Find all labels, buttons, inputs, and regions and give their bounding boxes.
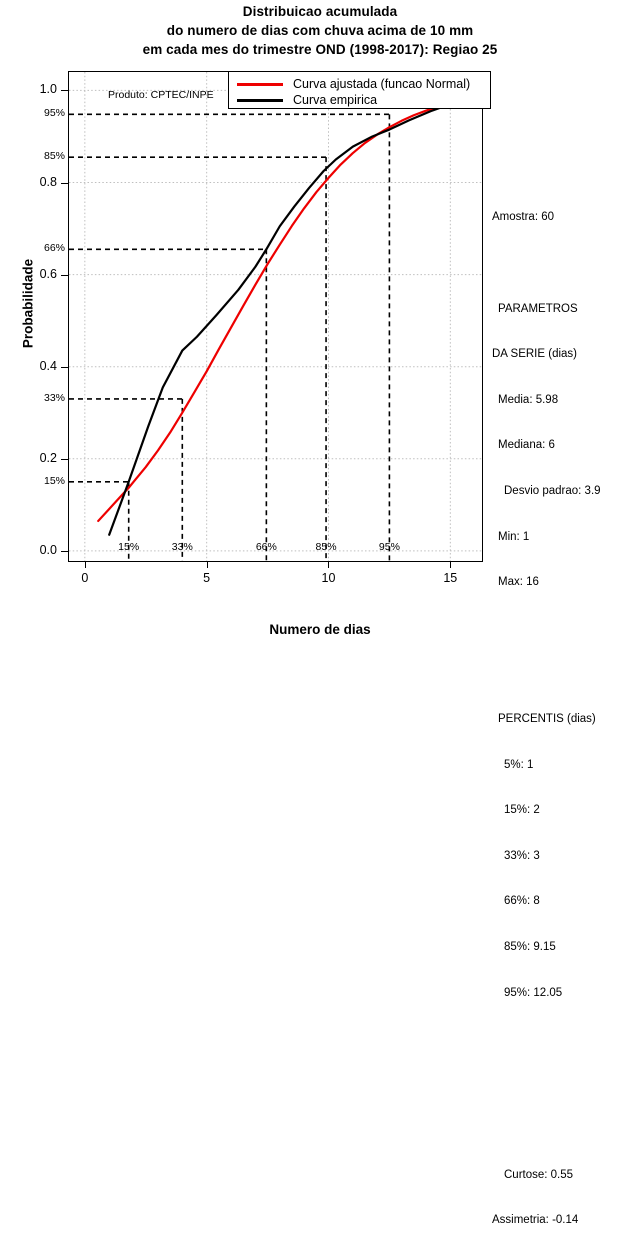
x-tick-mark [450,561,451,568]
stat-sample-size: Amostra: 60 [492,211,554,224]
legend-label-fitted: Curva ajustada (funcao Normal) [293,77,471,91]
stat-skewness: Assimetria: -0.14 [492,1214,579,1227]
title-line-3: em cada mes do trimestre OND (1998-2017)… [142,42,498,57]
y-tick-label: 0.6 [39,266,57,281]
stat-max: Max: 16 [498,576,539,589]
stats-spacer-6 [492,1122,640,1137]
percentile-label-left: 85% [43,150,65,163]
stat-percentiles-header: PERCENTIS (dias) [498,712,596,725]
stat-mean: Media: 5.98 [498,393,559,406]
percentile-label-left: 95% [43,107,65,120]
x-tick-mark [85,561,86,568]
x-tick-mark [328,561,329,568]
x-tick-label: 0 [81,571,89,585]
y-tick-mark [61,459,68,460]
stat-median: Mediana: 6 [498,439,555,452]
stats-spacer-3 [492,666,640,681]
series-line-fitted [97,97,476,523]
stats-spacer-1 [492,256,640,271]
y-tick-mark [61,183,68,184]
producer-credit: Produto: CPTEC/INPE [108,89,214,101]
x-tick-label: 5 [203,571,211,585]
stat-p33: 33%: 3 [504,849,540,862]
stat-stddev: Desvio padrao: 3.9 [504,484,601,497]
y-tick-mark [61,367,68,368]
y-tick-label: 0.2 [39,450,57,465]
series-line-empirical [108,97,476,536]
stat-p66: 66%: 8 [504,895,540,908]
y-tick-label: 0.4 [39,358,57,373]
chart-title: Distribuicao acumulada do numero de dias… [0,2,640,59]
title-line-1: Distribuicao acumulada [242,4,398,19]
stats-spacer-2 [492,621,640,636]
stats-spacer-5 [492,1077,640,1092]
y-tick-mark [61,551,68,552]
title-line-2: do numero de dias com chuva acima de 10 … [166,23,474,38]
plot-area [68,71,483,562]
stat-parameters-header-2: DA SERIE (dias) [492,348,577,361]
y-tick-label: 1.0 [39,82,57,97]
y-tick-mark [61,90,68,91]
percentile-label-bottom: 85% [315,541,337,553]
stats-spacer-4 [492,1031,640,1046]
chart-legend: Curva ajustada (funcao Normal) Curva emp… [228,71,491,109]
percentile-label-left: 33% [43,391,65,404]
y-tick-label: 0.8 [39,174,57,189]
x-axis-label: Numero de dias [269,622,371,637]
stat-p05: 5%: 1 [504,758,534,771]
y-tick-label: 0.0 [39,542,57,557]
statistics-panel: Amostra: 60 PARAMETROS DA SERIE (dias) M… [492,180,640,1244]
stat-kurtosis: Curtose: 0.55 [504,1168,574,1181]
y-tick-mark [61,275,68,276]
percentile-label-left: 66% [43,242,65,255]
percentile-label-bottom: 66% [255,541,277,553]
stat-p15: 15%: 2 [504,804,540,817]
stat-p85: 85%: 9.15 [504,940,556,953]
stat-p95: 95%: 12.05 [504,986,563,999]
x-tick-mark [207,561,208,568]
percentile-label-bottom: 33% [171,541,193,553]
x-tick-label: 15 [443,571,458,585]
x-tick-label: 10 [321,571,336,585]
legend-swatch-empirical [237,99,283,102]
percentile-label-bottom: 15% [118,541,140,553]
chart-canvas [69,72,482,561]
percentile-label-left: 15% [43,474,65,487]
stat-min: Min: 1 [498,530,530,543]
legend-label-empirical: Curva empirica [293,93,378,107]
legend-swatch-fitted [237,83,283,86]
stat-parameters-header-1: PARAMETROS [498,302,578,315]
percentile-label-bottom: 95% [378,541,400,553]
